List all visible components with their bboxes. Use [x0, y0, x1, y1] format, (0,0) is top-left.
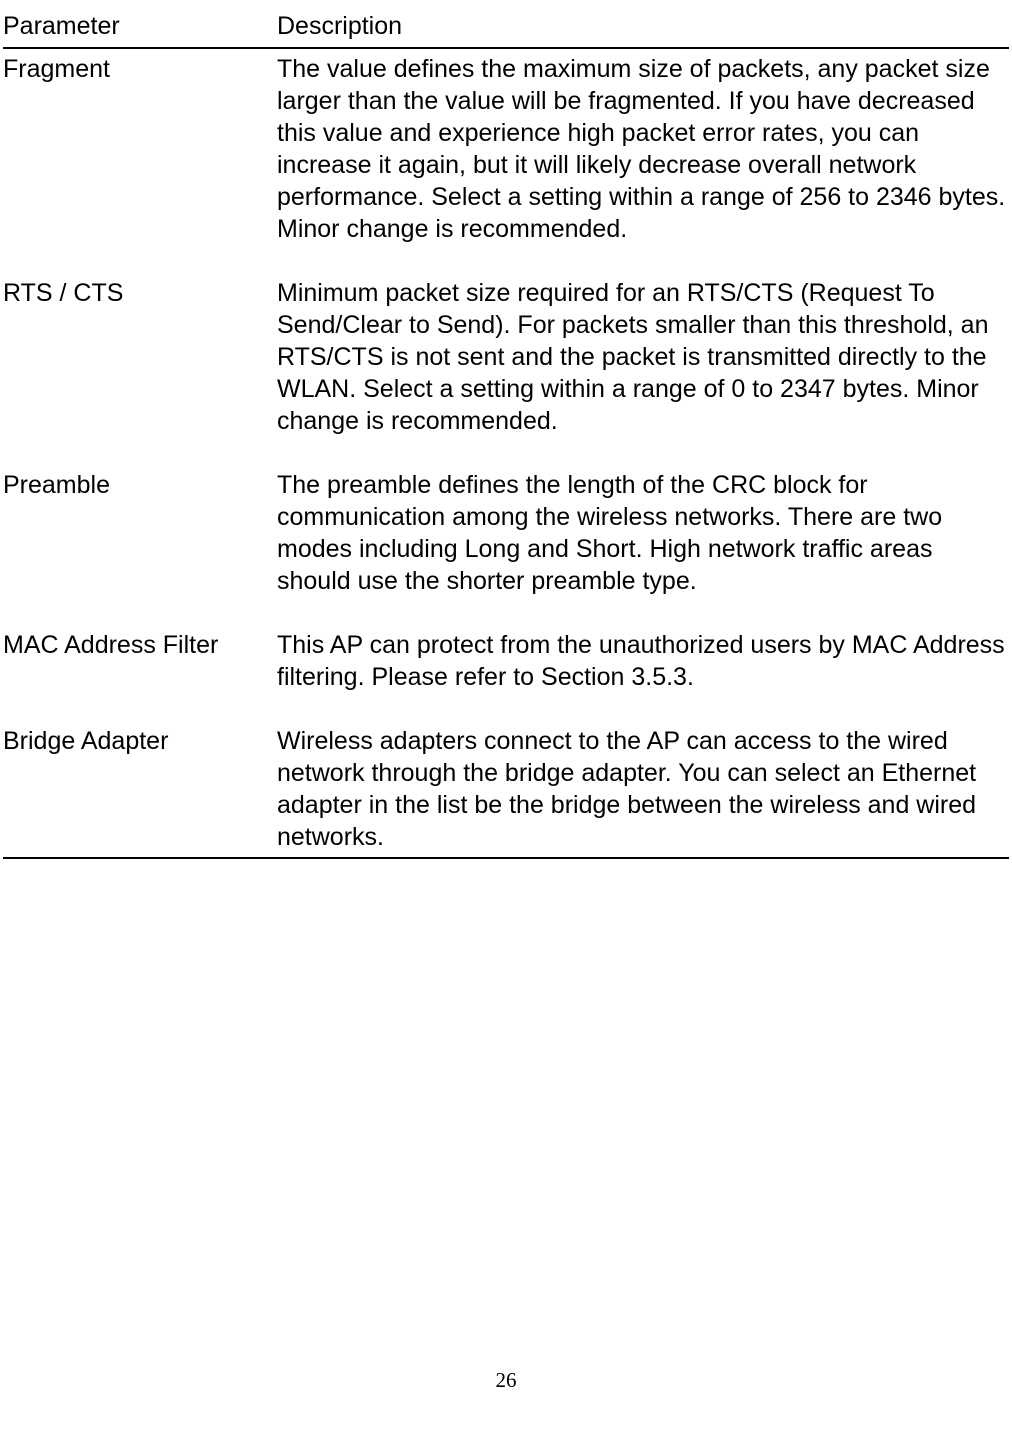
row-spacer — [3, 437, 1009, 465]
row-description: The value defines the maximum size of pa… — [277, 48, 1009, 245]
header-description: Description — [277, 8, 1009, 48]
row-description: This AP can protect from the unauthorize… — [277, 625, 1009, 693]
row-description: The preamble defines the length of the C… — [277, 465, 1009, 597]
parameter-table: Parameter Description Fragment The value… — [3, 8, 1009, 859]
table-header-row: Parameter Description — [3, 8, 1009, 48]
page-number: 26 — [0, 1368, 1012, 1393]
table-row: RTS / CTS Minimum packet size required f… — [3, 273, 1009, 437]
row-description: Minimum packet size required for an RTS/… — [277, 273, 1009, 437]
row-parameter: RTS / CTS — [3, 273, 277, 437]
header-parameter: Parameter — [3, 8, 277, 48]
row-parameter: Preamble — [3, 465, 277, 597]
row-spacer — [3, 693, 1009, 721]
page-content: Parameter Description Fragment The value… — [0, 0, 1012, 859]
table-row: Preamble The preamble defines the length… — [3, 465, 1009, 597]
row-parameter: Fragment — [3, 48, 277, 245]
table-row: Fragment The value defines the maximum s… — [3, 48, 1009, 245]
row-description: Wireless adapters connect to the AP can … — [277, 721, 1009, 858]
row-parameter: MAC Address Filter — [3, 625, 277, 693]
row-spacer — [3, 245, 1009, 273]
table-row: Bridge Adapter Wireless adapters connect… — [3, 721, 1009, 858]
table-row: MAC Address Filter This AP can protect f… — [3, 625, 1009, 693]
row-spacer — [3, 597, 1009, 625]
row-parameter: Bridge Adapter — [3, 721, 277, 858]
